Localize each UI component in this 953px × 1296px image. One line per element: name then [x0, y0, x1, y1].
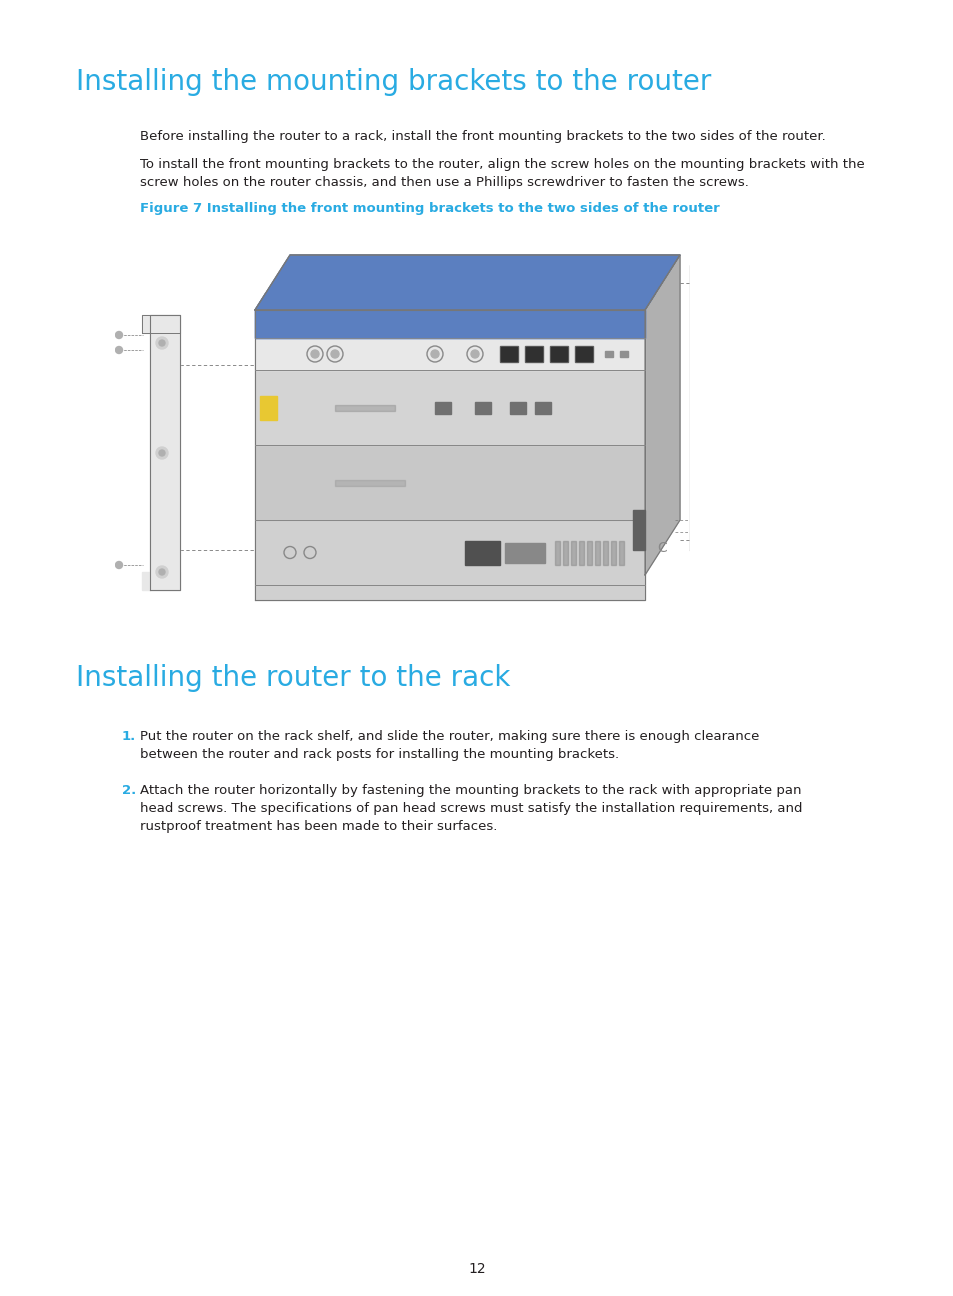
Polygon shape [689, 264, 714, 550]
Polygon shape [475, 402, 491, 413]
Circle shape [159, 340, 165, 346]
Polygon shape [576, 347, 592, 362]
Circle shape [311, 350, 318, 358]
Polygon shape [142, 572, 180, 590]
Text: Attach the router horizontally by fastening the mounting brackets to the rack wi: Attach the router horizontally by fasten… [140, 784, 801, 797]
Circle shape [699, 288, 703, 293]
Polygon shape [510, 402, 525, 413]
Circle shape [115, 561, 122, 569]
Circle shape [471, 350, 478, 358]
Circle shape [696, 490, 707, 500]
Circle shape [156, 566, 168, 578]
Text: Figure 7 Installing the front mounting brackets to the two sides of the router: Figure 7 Installing the front mounting b… [140, 202, 719, 215]
Circle shape [156, 447, 168, 459]
Polygon shape [255, 369, 643, 445]
Circle shape [739, 297, 745, 303]
Circle shape [431, 350, 438, 358]
Polygon shape [255, 338, 643, 369]
Polygon shape [254, 255, 679, 310]
Circle shape [739, 512, 745, 518]
Polygon shape [335, 480, 405, 486]
Circle shape [699, 492, 703, 498]
Polygon shape [524, 346, 542, 362]
Polygon shape [260, 395, 276, 420]
Text: 12: 12 [468, 1262, 485, 1277]
Polygon shape [525, 347, 541, 362]
Polygon shape [689, 264, 722, 283]
Polygon shape [595, 540, 599, 565]
Text: Installing the mounting brackets to the router: Installing the mounting brackets to the … [76, 67, 711, 96]
Circle shape [696, 403, 707, 413]
Polygon shape [254, 310, 644, 600]
Polygon shape [504, 543, 544, 562]
Polygon shape [255, 520, 643, 584]
Polygon shape [551, 347, 566, 362]
Polygon shape [555, 540, 559, 565]
Polygon shape [535, 402, 551, 413]
Polygon shape [254, 255, 679, 310]
Text: rustproof treatment has been made to their surfaces.: rustproof treatment has been made to the… [140, 820, 497, 833]
Polygon shape [644, 255, 679, 575]
Polygon shape [142, 315, 180, 333]
Circle shape [696, 285, 707, 295]
Circle shape [159, 450, 165, 456]
Polygon shape [255, 445, 643, 520]
Text: screw holes on the router chassis, and then use a Phillips screwdriver to fasten: screw holes on the router chassis, and t… [140, 176, 748, 189]
Text: 1.: 1. [122, 730, 136, 743]
Polygon shape [619, 351, 627, 356]
Circle shape [115, 332, 122, 338]
Polygon shape [254, 310, 644, 338]
Polygon shape [435, 402, 451, 413]
Polygon shape [618, 540, 623, 565]
Circle shape [331, 350, 338, 358]
Polygon shape [575, 346, 593, 362]
Polygon shape [254, 293, 655, 310]
Text: head screws. The specifications of pan head screws must satisfy the installation: head screws. The specifications of pan h… [140, 802, 801, 815]
Text: To install the front mounting brackets to the router, align the screw holes on t: To install the front mounting brackets t… [140, 158, 863, 171]
Polygon shape [691, 505, 712, 540]
Polygon shape [335, 404, 395, 411]
Circle shape [156, 337, 168, 349]
Polygon shape [464, 540, 499, 565]
Polygon shape [500, 347, 517, 362]
Text: C: C [657, 540, 667, 555]
Polygon shape [610, 540, 616, 565]
Polygon shape [254, 310, 644, 338]
Polygon shape [499, 346, 517, 362]
Text: between the router and rack posts for installing the mounting brackets.: between the router and rack posts for in… [140, 748, 618, 761]
Circle shape [115, 346, 122, 354]
Circle shape [159, 569, 165, 575]
Polygon shape [602, 540, 607, 565]
Text: Put the router on the rack shelf, and slide the router, making sure there is eno: Put the router on the rack shelf, and sl… [140, 730, 759, 743]
Text: Before installing the router to a rack, install the front mounting brackets to t: Before installing the router to a rack, … [140, 130, 825, 143]
Circle shape [699, 406, 703, 411]
Polygon shape [689, 531, 722, 550]
Text: 2.: 2. [122, 784, 136, 797]
Polygon shape [550, 346, 567, 362]
Polygon shape [578, 540, 583, 565]
Text: Installing the router to the rack: Installing the router to the rack [76, 664, 510, 692]
Polygon shape [586, 540, 592, 565]
Polygon shape [604, 351, 613, 356]
Polygon shape [633, 511, 644, 550]
Polygon shape [571, 540, 576, 565]
Polygon shape [150, 315, 180, 590]
Polygon shape [562, 540, 567, 565]
Polygon shape [254, 255, 679, 310]
